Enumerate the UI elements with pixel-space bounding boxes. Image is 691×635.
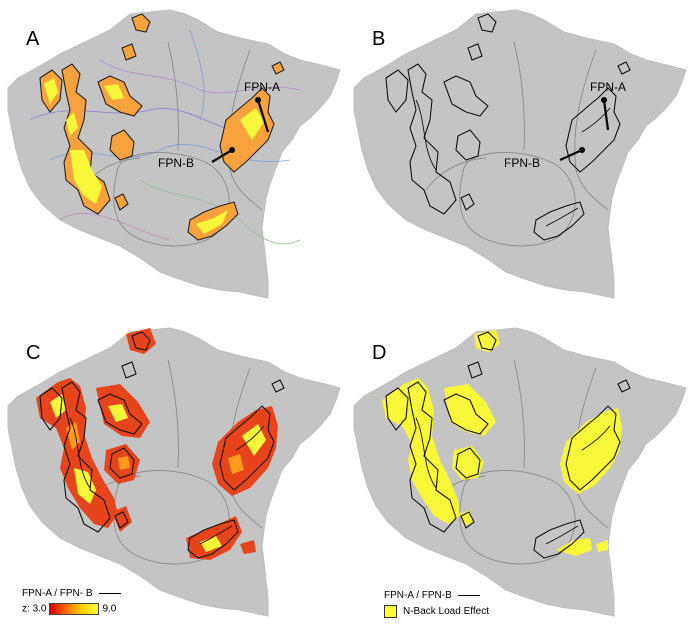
fpn-a-label: FPN-A — [590, 80, 626, 94]
legend-z-max: 9.0 — [102, 603, 117, 615]
cortical-surface — [7, 327, 341, 617]
legend-outline-label: FPN-A / FPN-B — [384, 590, 452, 601]
legend-effect-label: N-Back Load Effect — [403, 606, 489, 618]
panel-d: D FPN-A / FPN-B N-Back Load Effect — [346, 318, 691, 635]
legend-d: FPN-A / FPN-B N-Back Load Effect — [384, 590, 489, 618]
fpn-a-pointer — [256, 99, 270, 133]
panel-letter: D — [372, 342, 387, 364]
cortical-surface — [7, 9, 341, 299]
panel-a-flatmap — [7, 9, 341, 299]
cortical-surface — [353, 327, 687, 617]
legend-outline-row: FPN-A / FPN-B — [384, 590, 489, 601]
legend-outline-label: FPN-A / FPN- B — [22, 588, 93, 599]
fpn-a-marker — [255, 97, 261, 103]
panel-c: C FPN-A / FPN- B z: 3.0 9.0 — [0, 318, 345, 635]
legend-c: FPN-A / FPN- B z: 3.0 9.0 — [22, 588, 121, 615]
cortical-surface — [353, 9, 687, 299]
fpn-b-label: FPN-B — [158, 156, 194, 170]
fpn-a-marker — [601, 97, 607, 103]
fpn-a-label: FPN-A — [244, 80, 280, 94]
panel-letter: C — [26, 342, 41, 364]
panel-letter: A — [26, 28, 40, 50]
legend-z-label: z: — [22, 603, 30, 615]
zmap-high — [50, 394, 266, 552]
panel-a: A FPN-A FPN-B — [0, 0, 345, 317]
legend-outline-swatch — [457, 594, 480, 596]
fpn-b-marker — [579, 147, 585, 153]
legend-effect-row: N-Back Load Effect — [384, 605, 489, 618]
legend-outline-swatch — [98, 592, 121, 594]
panel-b-flatmap — [353, 9, 687, 299]
legend-colorbar-row: z: 3.0 9.0 — [22, 603, 121, 615]
legend-effect-swatch — [384, 605, 397, 618]
panel-b: B FPN-A FPN-B — [346, 0, 691, 317]
fpn-b-label: FPN-B — [504, 156, 540, 170]
panel-letter: B — [372, 28, 386, 50]
fpn-a-pointer — [602, 99, 610, 131]
panel-d-flatmap — [353, 327, 687, 617]
yellow-core-clusters — [44, 78, 264, 234]
legend-z-min: 3.0 — [32, 603, 47, 615]
fpn-b-pointer — [559, 148, 583, 162]
fpn-b-pointer — [211, 149, 233, 163]
colorbar — [49, 603, 100, 615]
fpn-b-marker — [229, 147, 235, 153]
panel-c-flatmap — [7, 327, 341, 617]
legend-outline-row: FPN-A / FPN- B — [22, 588, 121, 599]
